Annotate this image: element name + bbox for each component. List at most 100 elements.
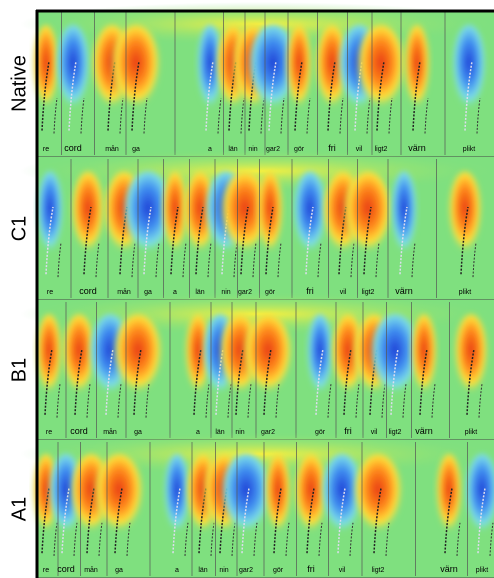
ridge-line [376, 61, 385, 131]
segment-label: ligt2 [389, 429, 402, 436]
warm-blob [35, 314, 63, 404]
ridge-line [315, 348, 324, 415]
ridge-line [466, 348, 475, 415]
ridge-line [318, 522, 323, 556]
segment-label: fri [307, 564, 315, 574]
ridge-line [241, 488, 250, 554]
ridge-line [114, 488, 123, 554]
segment-label: ga [115, 567, 123, 574]
ridge-line [155, 242, 160, 278]
ridge-line [86, 488, 95, 554]
ridge-line [41, 61, 50, 131]
ridge-line [294, 61, 303, 131]
ridge-line [489, 522, 494, 556]
ridge-line [402, 383, 407, 418]
ridge-line [247, 383, 252, 418]
ridge-line [431, 383, 436, 418]
cool-blob [122, 171, 174, 263]
ridge-line [117, 383, 122, 418]
segment-label: cord [64, 143, 82, 153]
ridge-line [275, 383, 280, 418]
cool-blob [292, 171, 328, 263]
warm-blob [242, 314, 294, 404]
ridge-line [317, 242, 322, 278]
ridge-line [253, 522, 258, 556]
ridge-line [444, 488, 453, 554]
warm-blob [264, 453, 292, 543]
cool-blob [464, 453, 494, 543]
ridge-line [105, 348, 114, 415]
segment-label: gar2 [239, 567, 253, 574]
segment-label: värn [440, 564, 458, 574]
segment-label: cord [79, 286, 97, 296]
ridge-line [193, 348, 202, 415]
segment-label: mån [105, 145, 119, 153]
ridge-line [119, 206, 128, 275]
segment-label: plikt [476, 567, 489, 574]
ridge-line [338, 206, 347, 275]
ridge-line [231, 522, 236, 556]
ridge-line [235, 348, 244, 415]
segment-label: nin [219, 567, 228, 574]
ridge-line [68, 61, 77, 131]
ridge-line [265, 206, 274, 275]
cool-blob [36, 171, 64, 263]
ridge-line [280, 98, 285, 134]
segment-label: mån [103, 428, 117, 436]
segment-label: mån [84, 566, 98, 574]
ridge-line [477, 488, 486, 554]
warm-blob [403, 24, 431, 119]
warm-blob [355, 24, 407, 119]
ridge-line [411, 242, 416, 278]
warm-blob [447, 171, 483, 263]
segment-label: cord [70, 426, 88, 436]
warm-blob [342, 171, 394, 263]
warm-blob [110, 24, 162, 119]
segment-label: fri [306, 286, 314, 296]
ridge-line [53, 98, 58, 134]
cool-blob [55, 24, 91, 119]
ridge-line [210, 522, 215, 556]
panel-label: Native [8, 55, 30, 112]
ridge-line [424, 98, 429, 134]
segment-label: ga [144, 289, 152, 296]
ridge-line [337, 488, 346, 554]
cool-blob [220, 453, 272, 543]
segment-label: a [196, 429, 200, 436]
ridge-line [143, 206, 152, 275]
segment-label: re [46, 429, 52, 436]
segment-label: vil [371, 429, 378, 436]
ridge-line [363, 206, 372, 275]
segment-label: ga [132, 146, 140, 153]
warm-blob [256, 171, 284, 263]
segment-label: plikt [459, 289, 472, 296]
ridge-line [126, 522, 131, 556]
ridge-line [476, 98, 481, 134]
panel: recordmångaalänningar2görfrivilligt2värn… [20, 149, 494, 301]
warm-blob [70, 171, 106, 263]
segment-label: län [198, 567, 207, 574]
ridge-line [388, 98, 393, 134]
segment-label: a [173, 289, 177, 296]
ridge-line [205, 383, 210, 418]
cool-blob [320, 453, 364, 543]
panel-label: A1 [8, 497, 30, 521]
panels: re cord mån ga a län nin gar2 gör fri vil ligt2 värn… [8, 2, 494, 578]
ridge-line [252, 242, 257, 278]
ridge-line [464, 61, 473, 131]
warm-blob [93, 453, 145, 543]
segment-label: värn [415, 426, 433, 436]
cool-blob [196, 24, 224, 119]
warm-blob [352, 453, 404, 543]
segment-label: gör [273, 567, 284, 574]
segment-label: fri [328, 143, 336, 153]
ridge-line [61, 488, 70, 554]
ridge-line [355, 383, 360, 418]
ridge-line [45, 206, 54, 275]
ridge-line [143, 98, 148, 134]
cool-blob [306, 314, 334, 404]
segment-label: mån [117, 288, 131, 296]
segment-label: plikt [463, 146, 476, 153]
